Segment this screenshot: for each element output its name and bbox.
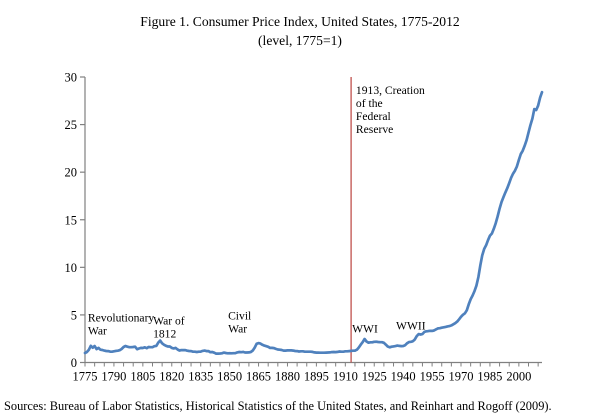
x-tick-label: 1835	[188, 370, 213, 384]
annotation-revolutionary-war: Revolutionary War	[88, 312, 155, 338]
x-tick-label: 1940	[391, 370, 416, 384]
annotation-line: Civil	[228, 310, 251, 323]
y-tick-label: 5	[71, 308, 77, 322]
annotation-line: War	[88, 325, 107, 338]
annotation-war-of-1812: War of 1812	[153, 314, 185, 340]
chart-title: Figure 1. Consumer Price Index, United S…	[140, 14, 460, 29]
y-tick-label: 20	[65, 166, 78, 180]
annotation-line: War of	[153, 314, 185, 327]
annotation-line: of the	[356, 97, 383, 110]
x-tick-label: 1820	[159, 370, 184, 384]
x-tick-label: 1925	[362, 370, 387, 384]
x-tick-label: 1850	[217, 370, 242, 384]
x-tick-label: 1775	[73, 370, 98, 384]
chart-subtitle: (level, 1775=1)	[258, 33, 342, 48]
x-tick-label: 1790	[101, 370, 126, 384]
annotation-line: WWII	[396, 320, 426, 333]
annotation-line: 1913, Creation	[356, 84, 425, 97]
annotation-wwi: WWI	[352, 323, 378, 336]
chart-title-block: Figure 1. Consumer Price Index, United S…	[0, 12, 600, 50]
source-note: Sources: Bureau of Labor Statistics, His…	[4, 399, 552, 413]
annotation-line: Reserve	[356, 123, 393, 136]
y-tick-label: 10	[65, 261, 78, 275]
x-tick-label: 1865	[246, 370, 271, 384]
x-tick-label: 1805	[130, 370, 155, 384]
annotation-line: 1812	[153, 327, 176, 340]
x-tick-label: 1985	[477, 370, 502, 384]
x-tick-label: 1955	[420, 370, 445, 384]
x-tick-label: 2000	[506, 370, 531, 384]
annotation-line: War	[228, 323, 247, 336]
y-tick-label: 30	[65, 71, 78, 85]
y-tick-label: 25	[65, 118, 78, 132]
y-tick-label: 0	[71, 356, 77, 370]
y-tick-label: 15	[65, 213, 78, 227]
x-tick-label: 1895	[304, 370, 329, 384]
cpi-series-line	[83, 90, 544, 355]
annotation-line: Revolutionary	[88, 312, 155, 325]
x-tick-label: 1880	[275, 370, 300, 384]
annotation-civil-war: Civil War	[228, 310, 251, 336]
annotation-line: WWI	[352, 323, 378, 336]
annotation-fed-creation-note: 1913, Creation of the Federal Reserve	[356, 84, 425, 136]
annotation-line: Federal	[356, 110, 391, 123]
annotation-wwii: WWII	[396, 320, 426, 333]
x-tick-label: 1910	[333, 370, 358, 384]
x-tick-label: 1970	[449, 370, 474, 384]
